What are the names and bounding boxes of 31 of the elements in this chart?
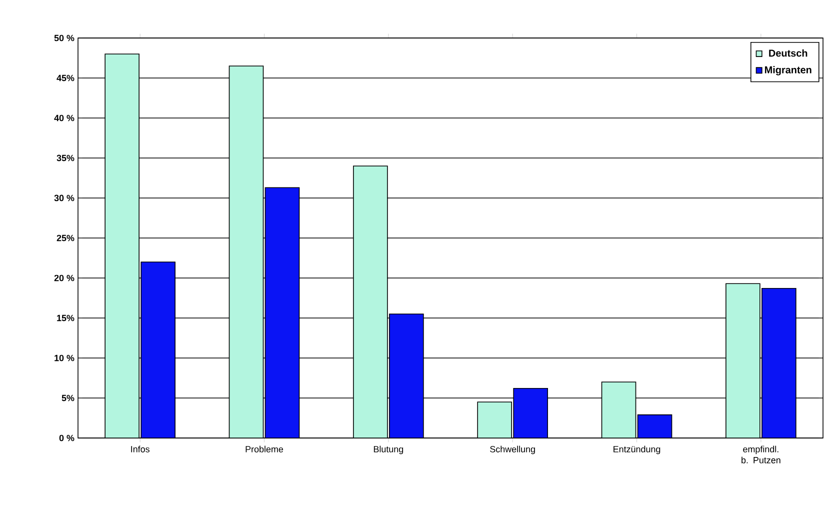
bar [389,314,424,438]
bar [637,414,672,438]
bar [762,288,796,438]
bar [353,166,388,438]
y-tick-label: 40 % [54,114,74,122]
bar [601,382,636,438]
x-tick-label: Schwellung [490,446,535,454]
y-tick-label: 10 % [54,354,74,362]
y-tick-label: 35% [56,154,74,162]
x-tick-label: Entzündung [614,446,660,454]
x-tick-label: empfindl. b. Putzen [742,446,780,464]
y-tick-label: 0 % [59,434,74,442]
bar [726,283,760,438]
bar [477,402,512,438]
y-tick-label: 15% [57,314,74,322]
y-tick-label: 45% [56,74,74,82]
bar [264,187,300,438]
bar [228,66,264,438]
bar [513,388,548,438]
y-tick-label: 30 % [54,194,74,202]
x-tick-label: Probleme [246,446,284,452]
x-tick-label: Blutung [374,446,404,454]
y-tick-label: 50 % [54,34,74,42]
legend-label: Migranten [764,66,812,76]
x-tick-label: Infos [131,446,150,452]
y-tick-label: 20 % [54,274,74,282]
bar [140,262,176,438]
bar [104,54,140,438]
legend-label: Deutsch [769,49,808,57]
y-tick-label: 5% [62,394,74,402]
y-tick-label: 25% [56,234,74,242]
